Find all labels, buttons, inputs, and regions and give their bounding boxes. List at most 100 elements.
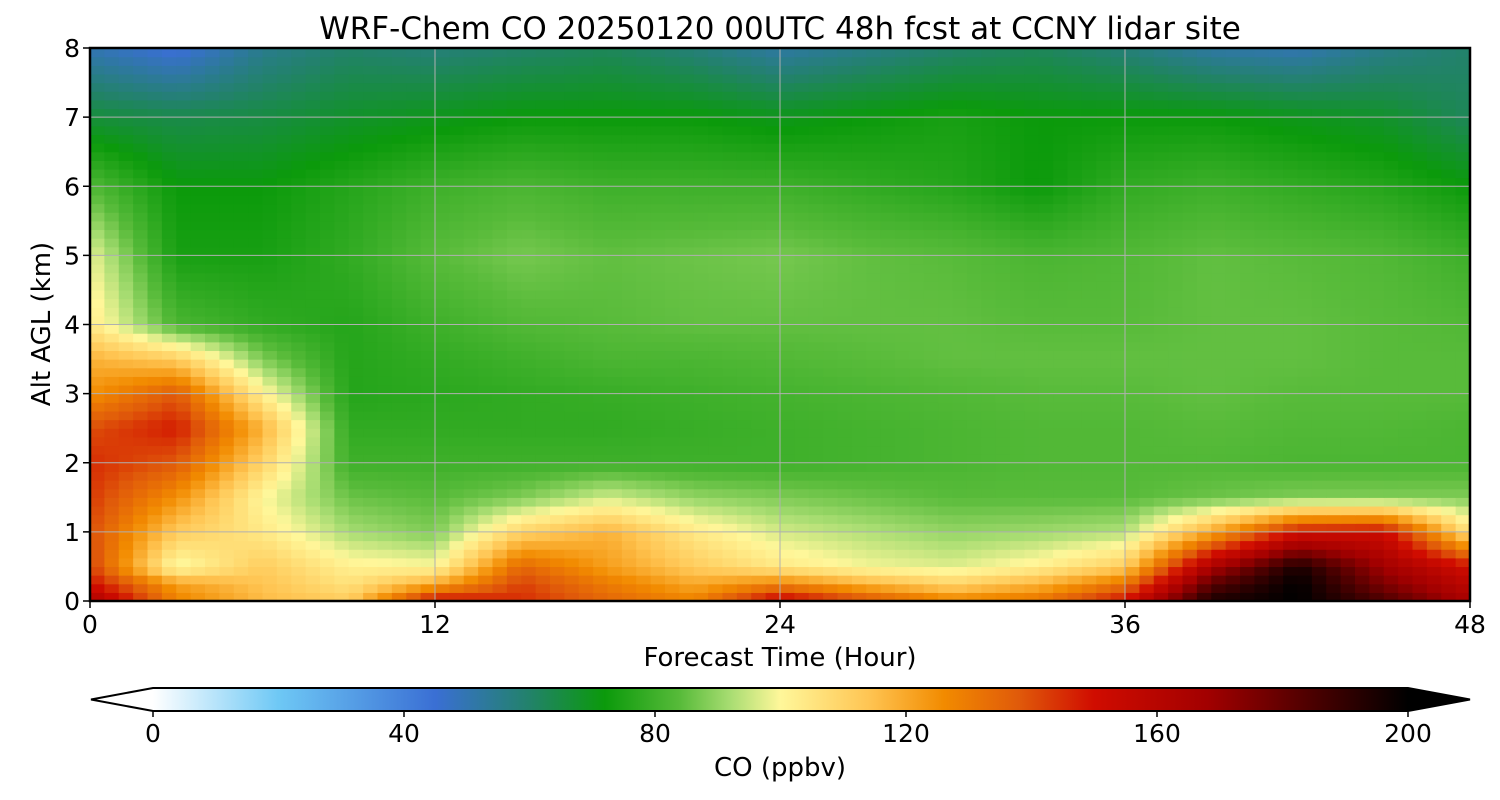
heatmap-cell [650, 384, 666, 395]
heatmap-cell [578, 186, 594, 196]
heatmap-cell [708, 410, 724, 421]
heatmap-cell [1196, 324, 1212, 334]
heatmap-cell [1010, 315, 1025, 326]
heatmap-cell [1038, 315, 1054, 326]
heatmap-cell [880, 212, 896, 222]
heatmap-cell [205, 592, 220, 601]
heatmap-cell [420, 402, 436, 412]
heatmap-cell [391, 540, 407, 550]
heatmap-cell [708, 168, 724, 179]
heatmap-cell [276, 289, 292, 300]
heatmap-cell [794, 272, 810, 282]
heatmap-cell [176, 229, 192, 239]
heatmap-cell [923, 194, 939, 205]
heatmap-cell [377, 505, 393, 516]
heatmap-cell [923, 540, 939, 550]
heatmap-cell [219, 272, 235, 282]
heatmap-cell [1240, 454, 1255, 464]
heatmap-cell [463, 151, 479, 161]
heatmap-cell [1053, 566, 1069, 576]
heatmap-cell [1383, 298, 1399, 308]
heatmap-cell [233, 592, 249, 601]
heatmap-cell [808, 203, 824, 213]
heatmap-cell [837, 428, 853, 438]
heatmap-cell [1426, 255, 1442, 265]
heatmap-cell [133, 333, 149, 343]
heatmap-cell [1139, 410, 1155, 421]
heatmap-cell [866, 488, 882, 498]
heatmap-cell [147, 505, 163, 516]
heatmap-cell [118, 583, 134, 593]
heatmap-cell [262, 488, 278, 498]
heatmap-cell [780, 168, 795, 179]
heatmap-cell [938, 549, 954, 559]
heatmap-cell [449, 523, 465, 533]
heatmap-cell [449, 212, 465, 222]
heatmap-cell [1297, 315, 1313, 326]
heatmap-cell [593, 384, 609, 395]
heatmap-cell [1268, 359, 1284, 369]
heatmap-cell [866, 264, 882, 274]
heatmap-cell [1268, 575, 1284, 585]
heatmap-cell [607, 350, 623, 360]
heatmap-cell [995, 246, 1011, 256]
heatmap-cell [521, 384, 537, 395]
heatmap-cell [564, 471, 580, 481]
heatmap-cell [1297, 436, 1313, 447]
heatmap-cell [449, 488, 465, 498]
heatmap-cell [736, 177, 752, 187]
heatmap-cell [693, 557, 709, 568]
heatmap-cell [1081, 410, 1097, 421]
heatmap-cell [722, 281, 738, 291]
heatmap-cell [420, 471, 436, 481]
heatmap-cell [981, 194, 997, 205]
heatmap-cell [1355, 350, 1370, 360]
heatmap-cell [118, 480, 134, 490]
heatmap-cell [1412, 341, 1428, 352]
heatmap-cell [693, 229, 709, 239]
heatmap-cell [276, 359, 292, 369]
heatmap-cell [679, 471, 695, 481]
heatmap-cell [190, 540, 206, 550]
heatmap-cell [722, 575, 738, 585]
heatmap-cell [564, 186, 580, 196]
heatmap-cell [1455, 229, 1470, 239]
heatmap-cell [535, 384, 551, 395]
heatmap-cell [233, 177, 249, 187]
heatmap-cell [291, 445, 307, 455]
heatmap-cell [161, 359, 177, 369]
heatmap-cell [1182, 575, 1198, 585]
heatmap-cell [794, 575, 810, 585]
heatmap-cell [1139, 212, 1155, 222]
heatmap-cell [794, 367, 810, 377]
heatmap-cell [1081, 523, 1097, 533]
heatmap-cell [1254, 402, 1270, 412]
heatmap-cell [1182, 384, 1198, 395]
heatmap-cell [1268, 523, 1284, 533]
heatmap-cell [377, 402, 393, 412]
heatmap-cell [679, 454, 695, 464]
heatmap-cell [1441, 220, 1457, 231]
heatmap-cell [276, 333, 292, 343]
heatmap-cell [1455, 272, 1470, 282]
heatmap-cell [1110, 229, 1126, 239]
heatmap-cell [161, 341, 177, 352]
heatmap-cell [478, 177, 494, 187]
heatmap-cell [463, 341, 479, 352]
heatmap-cell [363, 177, 379, 187]
heatmap-cell [90, 462, 105, 472]
heatmap-cell [506, 307, 522, 317]
heatmap-cell [1139, 289, 1155, 300]
heatmap-cell [1369, 307, 1385, 317]
heatmap-cell [535, 151, 551, 161]
heatmap-cell [578, 212, 594, 222]
heatmap-cell [276, 402, 292, 412]
heatmap-cell [1096, 281, 1112, 291]
heatmap-cell [1383, 402, 1399, 412]
heatmap-cell [1311, 186, 1327, 196]
heatmap-cell [348, 350, 364, 360]
heatmap-cell [1412, 428, 1428, 438]
heatmap-cell [1283, 333, 1299, 343]
heatmap-cell [1283, 298, 1299, 308]
heatmap-cell [966, 505, 982, 516]
